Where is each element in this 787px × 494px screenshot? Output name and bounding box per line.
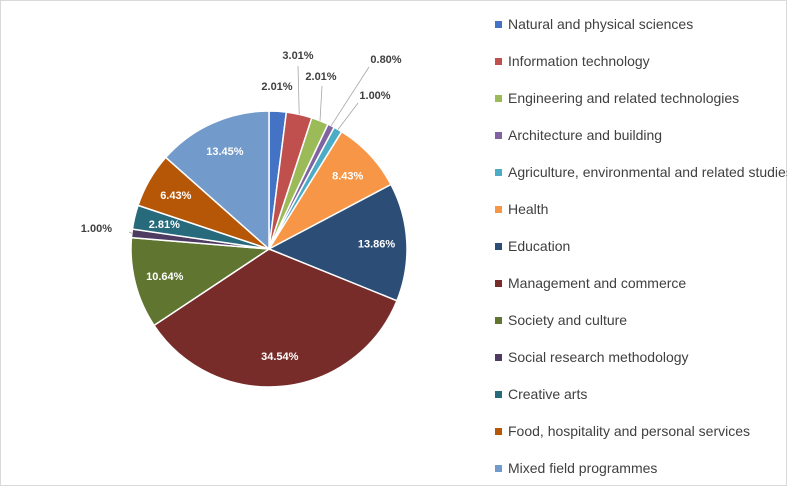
legend-item: Society and culture [495, 309, 787, 346]
legend-item: Education [495, 235, 787, 272]
legend-label: Agriculture, environmental and related s… [508, 164, 787, 180]
legend-swatch [495, 169, 502, 176]
data-label: 8.43% [332, 171, 363, 183]
pie-slice [267, 183, 408, 302]
data-label: 0.80% [370, 54, 401, 66]
legend-label: Management and commerce [508, 275, 687, 291]
leader-line [330, 66, 370, 127]
data-label: 2.01% [261, 81, 292, 93]
legend-swatch [495, 243, 502, 250]
data-label: 1.00% [81, 223, 112, 235]
legend-item: Food, hospitality and personal services [495, 420, 787, 457]
legend-item: Information technology [495, 50, 787, 87]
leader-line [297, 65, 300, 115]
legend-label: Health [508, 201, 549, 217]
legend-label: Society and culture [508, 312, 628, 328]
legend-swatch [495, 58, 502, 65]
pie-slice [153, 248, 398, 388]
data-label: 10.64% [146, 271, 184, 283]
legend-label: Education [508, 238, 571, 254]
legend: Natural and physical sciences Information… [495, 13, 787, 494]
legend-swatch [495, 206, 502, 213]
legend-swatch [495, 21, 502, 28]
legend-label: Natural and physical sciences [508, 16, 694, 32]
legend-item: Social research methodology [495, 346, 787, 383]
legend-swatch [495, 428, 502, 435]
legend-item: Health [495, 198, 787, 235]
pie-slice [130, 236, 272, 327]
legend-swatch [495, 465, 502, 472]
legend-label: Mixed field programmes [508, 460, 658, 476]
data-label: 13.86% [358, 239, 396, 251]
legend-item: Engineering and related technologies [495, 87, 787, 124]
legend-label: Creative arts [508, 386, 588, 402]
legend-item: Management and commerce [495, 272, 787, 309]
legend-label: Architecture and building [508, 127, 663, 143]
legend-swatch [495, 95, 502, 102]
legend-label: Engineering and related technologies [508, 90, 740, 106]
data-label: 13.45% [206, 146, 244, 158]
data-label: 3.01% [282, 50, 313, 62]
legend-item: Mixed field programmes [495, 457, 787, 494]
legend-label: Information technology [508, 53, 650, 69]
legend-swatch [495, 132, 502, 139]
legend-item: Architecture and building [495, 124, 787, 161]
legend-item: Natural and physical sciences [495, 13, 787, 50]
legend-item: Creative arts [495, 383, 787, 420]
legend-swatch [495, 317, 502, 324]
data-label: 34.54% [261, 351, 299, 363]
legend-swatch [495, 391, 502, 398]
legend-label: Food, hospitality and personal services [508, 423, 751, 439]
legend-swatch [495, 354, 502, 361]
legend-item: Agriculture, environmental and related s… [495, 161, 787, 198]
data-label: 2.01% [305, 71, 336, 83]
pie-slice [164, 110, 270, 251]
leader-line [319, 85, 323, 121]
leader-line [337, 102, 359, 130]
data-label: 1.00% [359, 90, 390, 102]
data-label: 2.81% [149, 219, 180, 231]
leader-line [128, 231, 133, 234]
legend-swatch [495, 280, 502, 287]
data-label: 6.43% [160, 190, 191, 202]
legend-label: Social research methodology [508, 349, 689, 365]
